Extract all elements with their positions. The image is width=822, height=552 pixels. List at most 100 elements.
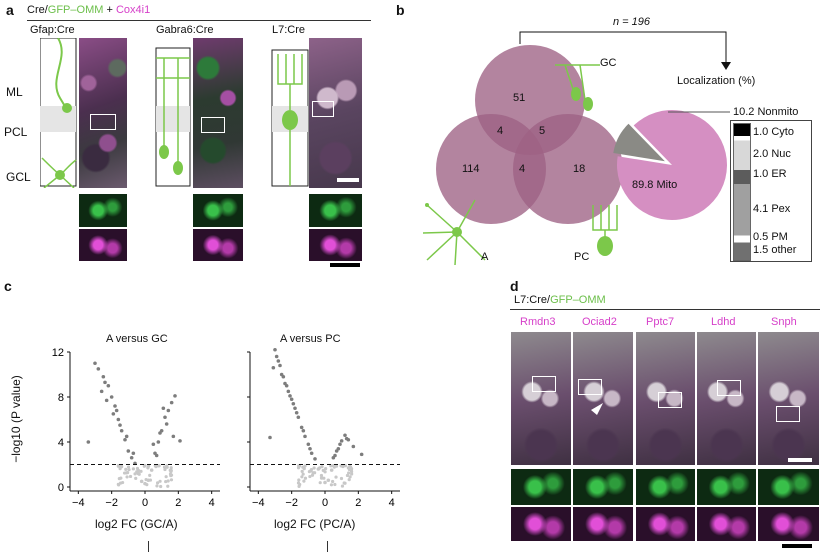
nonsig-point xyxy=(133,472,137,476)
nonsig-point xyxy=(159,484,163,489)
micrograph-pptc7 xyxy=(636,332,695,465)
panel-d-title: L7:Cre/GFP–OMM xyxy=(514,294,606,306)
venn-label-pc: PC xyxy=(574,251,590,263)
data-point xyxy=(154,453,159,458)
nonsig-point xyxy=(134,476,138,480)
x-tick-label: 4 xyxy=(389,497,395,509)
data-point xyxy=(126,449,131,453)
nonsig-point xyxy=(348,464,352,468)
data-point xyxy=(331,455,336,460)
n-label: n = 196 xyxy=(613,16,651,28)
panel-d-rule xyxy=(510,309,820,310)
nonsig-point xyxy=(339,476,344,481)
nonsig-point xyxy=(332,465,336,469)
micrograph-ldhd xyxy=(697,332,756,465)
pc-dendrites xyxy=(277,54,303,186)
data-point xyxy=(99,389,104,394)
inset-green-gfap xyxy=(79,194,127,227)
data-point xyxy=(163,415,167,420)
data-point xyxy=(286,389,291,394)
panel-c-label: c xyxy=(4,278,12,294)
nonsig-point xyxy=(297,478,301,482)
inset-box-ldhd xyxy=(717,380,741,396)
x-tick-label: 0 xyxy=(142,497,148,509)
gene-pptc7: Pptc7 xyxy=(646,316,675,328)
gene-snph: Snph xyxy=(771,316,797,328)
y-tick-label: 8 xyxy=(58,392,64,404)
nonsig-point xyxy=(329,483,334,487)
mito-label: 89.8 Mito xyxy=(632,179,678,191)
x-tick-label: −2 xyxy=(285,497,298,509)
venn-cell-drawings xyxy=(422,64,618,266)
inset-box-l7 xyxy=(312,101,334,117)
gc-soma-2 xyxy=(173,161,183,175)
venn-a-only: 114 xyxy=(462,163,480,175)
nonsig-point xyxy=(349,470,354,474)
inset-box-gabra6 xyxy=(201,117,225,133)
nonsig-point xyxy=(157,464,161,468)
plot1-bottom-tick xyxy=(148,541,149,552)
panel-d-title-cre: L7:Cre/ xyxy=(514,294,551,306)
nonsig-point xyxy=(158,479,162,483)
y-tick-label: 4 xyxy=(58,437,64,449)
astro-endfoot xyxy=(425,203,429,207)
title-cox: Cox4i1 xyxy=(115,4,151,16)
panel-d-scale-bar-white xyxy=(788,458,812,462)
nonsig-point xyxy=(163,467,167,472)
nonsig-point xyxy=(168,468,172,472)
venn-label-gc: GC xyxy=(600,57,617,69)
nonsig-point xyxy=(331,479,335,484)
data-point xyxy=(299,425,304,430)
panel-a-label: a xyxy=(6,2,14,18)
nonsig-point xyxy=(347,471,351,475)
data-point xyxy=(178,439,182,443)
gc-drawing-axons xyxy=(555,64,600,104)
nonsig-point xyxy=(333,482,337,487)
data-point xyxy=(129,455,134,460)
data-point xyxy=(308,446,312,451)
nonsig-point xyxy=(309,468,313,472)
data-point xyxy=(309,451,314,456)
nonsig-point xyxy=(126,465,131,469)
nonsig-point xyxy=(319,473,324,478)
nonsig-point xyxy=(139,469,143,473)
gc-pcl-band xyxy=(156,106,190,132)
data-point xyxy=(301,428,306,433)
legend-nuc: 2.0 Nuc xyxy=(753,148,791,160)
driver-gfap: Gfap:Cre xyxy=(30,24,75,36)
data-point xyxy=(329,468,334,472)
nonsig-point xyxy=(117,477,121,481)
data-point xyxy=(103,380,107,385)
data-point xyxy=(93,361,97,366)
astro-drawing-processes xyxy=(422,199,486,266)
data-point xyxy=(96,367,101,371)
data-point xyxy=(113,404,117,408)
data-point xyxy=(116,417,121,422)
x-tick-label: 2 xyxy=(175,497,181,509)
inset-magenta-gabra6 xyxy=(193,229,243,261)
data-point xyxy=(323,480,327,485)
data-point xyxy=(173,394,177,398)
data-point xyxy=(169,400,174,405)
nonsig-point xyxy=(169,473,174,477)
inset-magenta-snph xyxy=(758,507,819,541)
data-point xyxy=(351,444,356,449)
data-point xyxy=(161,406,166,411)
layer-pcl: PCL xyxy=(4,125,28,139)
legend-pm: 0.5 PM xyxy=(753,231,788,243)
gc-axons xyxy=(156,57,190,166)
x-tick-label: −4 xyxy=(252,497,265,509)
data-point xyxy=(119,428,124,433)
data-point xyxy=(343,433,347,438)
data-point xyxy=(101,374,106,379)
nonsig-point xyxy=(125,475,129,479)
data-point xyxy=(106,383,111,388)
driver-gabra6: Gabra6:Cre xyxy=(156,24,214,36)
legend-other: 1.5 other xyxy=(753,244,797,256)
title-gfp: GFP–OMM xyxy=(47,4,104,16)
data-point xyxy=(143,481,147,486)
nonsig-point xyxy=(301,472,305,476)
inset-box-snph xyxy=(776,406,800,422)
data-point xyxy=(274,354,279,359)
data-point xyxy=(151,442,156,447)
